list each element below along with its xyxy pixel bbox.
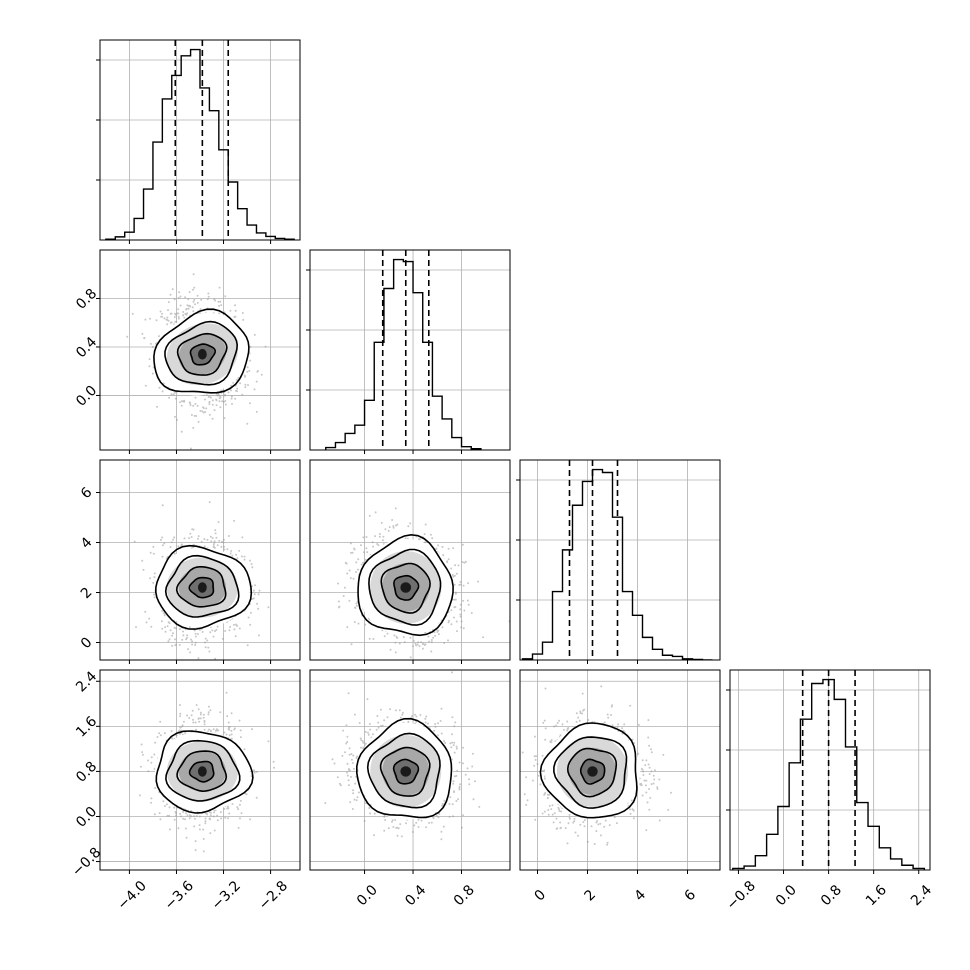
y-tick-label: 4 [78, 534, 96, 552]
contour-line-3 [357, 533, 454, 637]
panel-1-0: 0.0 0.4 0.8 [73, 249, 301, 454]
density-group [337, 507, 510, 659]
y-tick-label: 0.8 [73, 286, 100, 313]
contour-line-1 [176, 332, 228, 376]
contour-line-3 [155, 730, 254, 814]
contour-line-2 [553, 736, 628, 809]
panel-0-0 [96, 39, 301, 244]
contour-line-1 [380, 562, 431, 614]
density-peak [197, 582, 207, 593]
panel-frame [99, 669, 301, 871]
panel-3-0: −0.8 0.0 0.8 1.6 2.4 −4.0 −3.6 −3.2 −2.8 [69, 668, 301, 913]
contour-line-3 [356, 717, 453, 819]
density-peak [400, 582, 412, 593]
contour-line-2 [366, 732, 441, 809]
contour-line-2 [164, 554, 240, 618]
density-peak [587, 766, 598, 777]
panel-frame [99, 249, 301, 451]
x-tick-label: 2 [582, 887, 600, 905]
panel-2-0: 0 2 4 6 [78, 459, 301, 664]
y-tick-label: 2 [78, 584, 96, 602]
x-tick-label: 0.0 [354, 882, 381, 909]
histogram-step-0 [105, 48, 295, 240]
density-group [138, 691, 276, 853]
panel-frame [309, 459, 511, 661]
panel-3-3: −0.8 0.0 0.8 1.6 2.4 [724, 669, 935, 913]
panel-frame [519, 669, 721, 871]
contour-line-2 [165, 739, 241, 802]
contour-line-2 [368, 548, 442, 626]
contour-line-3 [154, 544, 253, 630]
x-tick-label: 0.8 [818, 882, 845, 909]
contour-line-2 [164, 320, 239, 386]
x-tick-label: 0.0 [773, 882, 800, 909]
x-tick-label: 0.8 [451, 882, 478, 909]
contour-line-0 [188, 760, 215, 783]
contour-line-1 [379, 746, 431, 797]
y-tick-label: 2.4 [73, 668, 100, 695]
y-tick-label: 0.0 [73, 383, 100, 410]
x-tick-label: −4.0 [115, 878, 150, 913]
histogram-step-2 [521, 468, 713, 660]
contour-line-3 [539, 722, 638, 819]
x-tick-label: −2.8 [256, 878, 291, 913]
histogram-step-1 [325, 258, 482, 450]
y-tick-label: −0.8 [69, 845, 104, 880]
contour-line-1 [175, 566, 227, 608]
density-group [521, 685, 673, 846]
density-group [126, 273, 267, 450]
contour-line-1 [566, 747, 618, 798]
panel-frame [309, 669, 511, 871]
histogram-step-3 [732, 678, 926, 870]
density-peak [400, 766, 412, 777]
x-tick-label: 0 [532, 887, 550, 905]
x-tick-label: −0.8 [724, 878, 759, 913]
contour-line-3 [153, 308, 250, 394]
contour-line-0 [188, 576, 215, 599]
x-tick-label: 4 [632, 887, 650, 905]
contour-line-0 [579, 758, 606, 785]
x-tick-label: 1.6 [863, 882, 890, 909]
panel-frame [729, 669, 931, 871]
panel-frame [309, 249, 511, 451]
x-tick-label: −3.6 [162, 878, 197, 913]
y-tick-label: 0.8 [73, 759, 100, 786]
panel-frame [99, 39, 301, 241]
density-peak [197, 766, 207, 777]
panel-2-1 [309, 459, 511, 664]
x-tick-label: 6 [682, 887, 700, 905]
contour-line-0 [189, 343, 217, 366]
y-tick-label: 0 [78, 634, 96, 652]
panel-3-2: 0 2 4 6 [519, 669, 721, 905]
x-tick-label: 0.4 [402, 882, 429, 909]
y-tick-label: 6 [78, 484, 96, 502]
density-peak [197, 348, 207, 360]
x-tick-label: −3.2 [209, 878, 244, 913]
contour-line-1 [176, 750, 228, 793]
panel-frame [99, 459, 301, 661]
panel-2-2 [516, 459, 721, 664]
contour-line-0 [392, 758, 420, 785]
y-tick-label: 0.4 [73, 334, 100, 361]
panel-3-1: 0.0 0.4 0.8 [309, 669, 511, 909]
contour-line-0 [393, 574, 420, 601]
panel-frame [519, 459, 721, 661]
density-group [324, 671, 481, 841]
panel-1-1 [306, 249, 511, 454]
x-tick-label: 2.4 [908, 882, 935, 909]
density-group [133, 501, 270, 660]
y-tick-label: 1.6 [73, 713, 100, 740]
y-tick-label: 0.0 [73, 804, 100, 831]
